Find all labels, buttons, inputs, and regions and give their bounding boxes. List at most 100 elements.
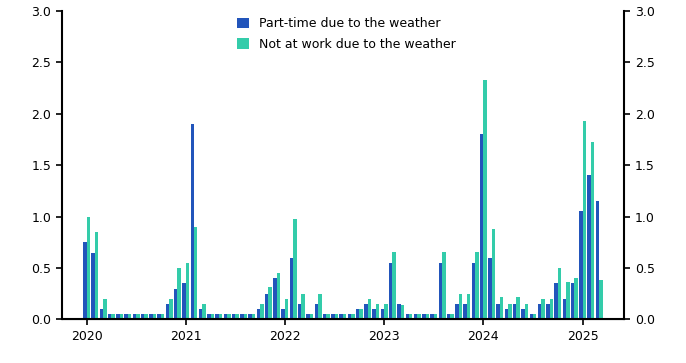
Bar: [145, 314, 148, 319]
Bar: [472, 263, 475, 319]
Bar: [211, 314, 214, 319]
Bar: [389, 263, 392, 319]
Bar: [546, 304, 549, 319]
Bar: [566, 282, 569, 319]
Bar: [582, 121, 586, 319]
Bar: [422, 314, 425, 319]
Bar: [521, 309, 525, 319]
Bar: [372, 309, 376, 319]
Bar: [480, 134, 484, 319]
Bar: [549, 299, 553, 319]
Bar: [409, 314, 412, 319]
Bar: [244, 314, 247, 319]
Bar: [442, 252, 445, 319]
Bar: [178, 268, 181, 319]
Bar: [364, 304, 368, 319]
Bar: [169, 299, 173, 319]
Bar: [99, 309, 103, 319]
Bar: [83, 242, 86, 319]
Bar: [538, 304, 541, 319]
Bar: [232, 314, 235, 319]
Bar: [276, 273, 280, 319]
Bar: [281, 309, 285, 319]
Bar: [315, 304, 318, 319]
Bar: [285, 299, 288, 319]
Bar: [199, 309, 202, 319]
Bar: [401, 305, 404, 319]
Bar: [450, 314, 453, 319]
Bar: [397, 304, 401, 319]
Bar: [202, 304, 206, 319]
Bar: [289, 258, 293, 319]
Bar: [563, 299, 566, 319]
Bar: [530, 314, 533, 319]
Bar: [381, 309, 384, 319]
Bar: [298, 304, 302, 319]
Bar: [384, 304, 388, 319]
Legend: Part-time due to the weather, Not at work due to the weather: Part-time due to the weather, Not at wor…: [237, 17, 456, 51]
Bar: [252, 314, 255, 319]
Bar: [463, 304, 467, 319]
Bar: [505, 309, 508, 319]
Bar: [248, 314, 252, 319]
Bar: [492, 229, 495, 319]
Bar: [417, 314, 421, 319]
Bar: [392, 252, 396, 319]
Bar: [174, 289, 178, 319]
Bar: [273, 278, 276, 319]
Bar: [227, 314, 230, 319]
Bar: [150, 314, 153, 319]
Bar: [224, 314, 227, 319]
Bar: [430, 314, 434, 319]
Bar: [268, 286, 272, 319]
Bar: [599, 280, 602, 319]
Bar: [116, 314, 119, 319]
Bar: [219, 314, 222, 319]
Bar: [161, 314, 165, 319]
Bar: [194, 227, 198, 319]
Bar: [414, 314, 417, 319]
Bar: [541, 299, 545, 319]
Bar: [128, 314, 131, 319]
Bar: [434, 314, 437, 319]
Bar: [111, 314, 115, 319]
Bar: [132, 314, 136, 319]
Bar: [500, 297, 504, 319]
Bar: [533, 314, 536, 319]
Bar: [587, 175, 591, 319]
Bar: [103, 299, 106, 319]
Bar: [86, 217, 90, 319]
Bar: [458, 294, 462, 319]
Bar: [166, 304, 169, 319]
Bar: [351, 314, 355, 319]
Bar: [438, 263, 442, 319]
Bar: [186, 263, 189, 319]
Bar: [95, 232, 98, 319]
Bar: [182, 284, 186, 319]
Bar: [141, 314, 145, 319]
Bar: [356, 309, 359, 319]
Bar: [595, 201, 599, 319]
Bar: [525, 304, 528, 319]
Bar: [191, 124, 194, 319]
Bar: [368, 299, 371, 319]
Bar: [310, 314, 314, 319]
Bar: [425, 314, 429, 319]
Bar: [508, 304, 512, 319]
Bar: [558, 268, 561, 319]
Bar: [335, 314, 338, 319]
Bar: [108, 314, 111, 319]
Bar: [348, 314, 351, 319]
Bar: [359, 309, 363, 319]
Bar: [265, 294, 268, 319]
Bar: [293, 219, 297, 319]
Bar: [153, 314, 156, 319]
Bar: [513, 304, 517, 319]
Bar: [497, 304, 500, 319]
Bar: [447, 314, 450, 319]
Bar: [306, 314, 310, 319]
Bar: [475, 252, 479, 319]
Bar: [91, 253, 95, 319]
Bar: [331, 314, 335, 319]
Bar: [343, 314, 346, 319]
